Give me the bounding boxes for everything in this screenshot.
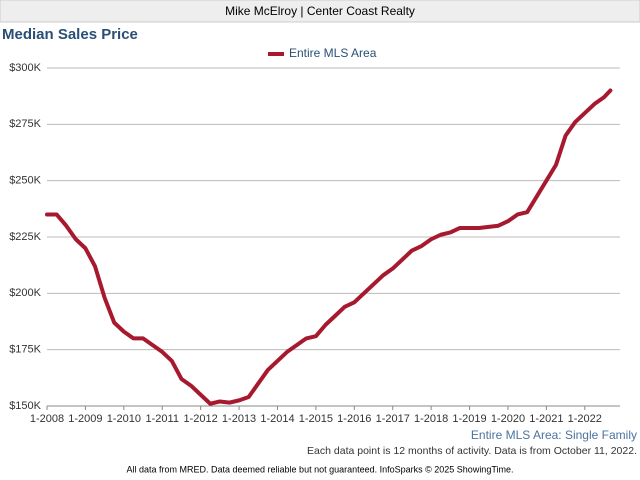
header: Mike McElroy | Center Coast Realty bbox=[225, 4, 415, 18]
annotation: Entire MLS Area: Single Family bbox=[471, 428, 637, 442]
x-tick-label: 1-2022 bbox=[568, 413, 602, 425]
footer: All data from MRED. Data deemed reliable… bbox=[126, 464, 513, 474]
note: Each data point is 12 months of activity… bbox=[307, 445, 637, 457]
y-tick-label: $150K bbox=[9, 400, 41, 412]
x-tick-label: 1-2018 bbox=[414, 413, 448, 425]
y-tick-label: $300K bbox=[9, 62, 41, 74]
y-tick-label: $275K bbox=[9, 118, 41, 130]
x-tick-label: 1-2014 bbox=[260, 413, 294, 425]
x-tick-label: 1-2009 bbox=[68, 413, 102, 425]
y-tick-label: $250K bbox=[9, 175, 41, 187]
x-tick-label: 1-2011 bbox=[146, 413, 179, 425]
y-tick-label: $225K bbox=[9, 231, 41, 243]
legend-label: Entire MLS Area bbox=[289, 46, 377, 60]
x-tick-label: 1-2019 bbox=[452, 413, 486, 425]
x-tick-label: 1-2017 bbox=[376, 413, 410, 425]
series-line bbox=[45, 88, 613, 406]
header-bar bbox=[0, 0, 640, 23]
x-tick-label: 1-2013 bbox=[222, 413, 256, 425]
x-tick-label: 1-2010 bbox=[107, 413, 141, 425]
x-tick-label: 1-2020 bbox=[491, 413, 525, 425]
x-tick-label: 1-2021 bbox=[529, 413, 563, 425]
chart-title: Median Sales Price bbox=[2, 26, 138, 43]
x-tick-label: 1-2008 bbox=[30, 413, 64, 425]
x-tick-label: 1-2012 bbox=[184, 413, 218, 425]
x-tick-label: 1-2016 bbox=[337, 413, 371, 425]
y-tick-label: $175K bbox=[9, 344, 41, 356]
x-tick-label: 1-2015 bbox=[299, 413, 333, 425]
y-tick-label: $200K bbox=[9, 287, 41, 299]
